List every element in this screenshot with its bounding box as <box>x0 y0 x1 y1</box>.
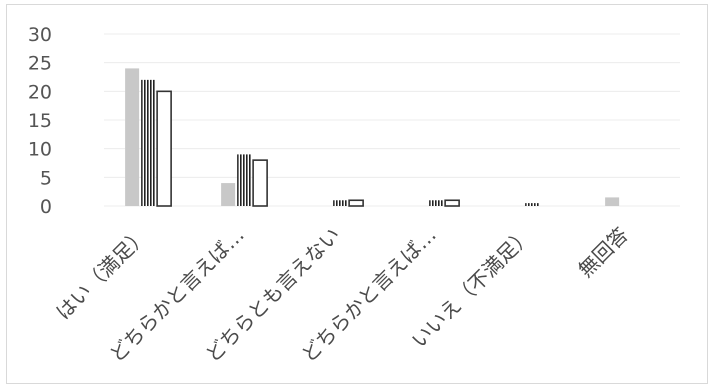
x-category-label: はい（満足） <box>51 223 153 325</box>
x-axis-categories: はい（満足）どちらかと言えば…どちらとも言えないどちらかと言えば…いいえ（不満足… <box>51 223 633 367</box>
chart-frame <box>6 4 708 384</box>
bar <box>252 159 268 207</box>
y-tick-label: 5 <box>40 167 52 189</box>
bar <box>429 200 444 206</box>
y-tick-label: 0 <box>40 196 52 218</box>
y-tick-label: 20 <box>28 81 52 103</box>
bar <box>605 197 620 206</box>
y-tick-label: 10 <box>28 139 52 161</box>
y-axis-ticks: 0 5 10 15 20 25 30 <box>28 24 52 218</box>
bar <box>444 199 460 207</box>
bar <box>348 199 364 207</box>
bar <box>125 68 140 207</box>
x-category-label: 無回答 <box>573 223 632 282</box>
bar <box>141 79 156 206</box>
bar <box>525 203 540 206</box>
bar <box>221 183 236 206</box>
y-tick-label: 25 <box>28 53 52 75</box>
bar <box>237 154 252 206</box>
bar <box>333 200 348 206</box>
bar <box>156 90 172 207</box>
y-tick-label: 15 <box>28 110 52 132</box>
bars <box>125 68 620 207</box>
gridlines <box>104 33 680 207</box>
y-tick-label: 30 <box>28 24 52 46</box>
